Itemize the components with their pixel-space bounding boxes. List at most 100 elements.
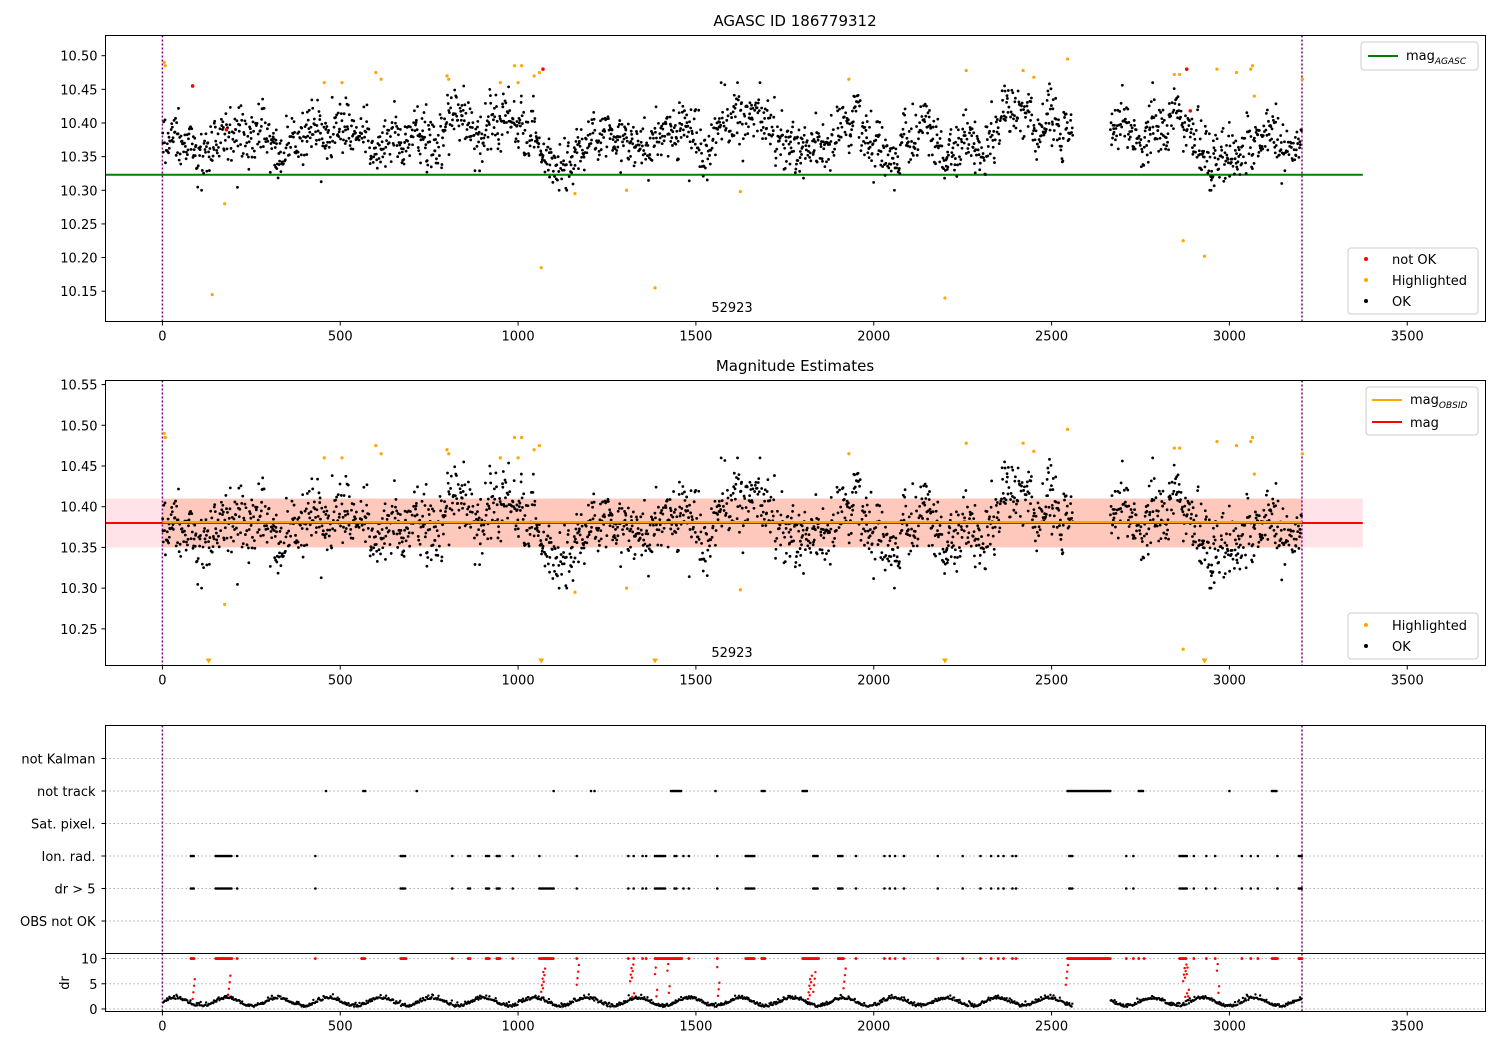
ok-point [765, 511, 769, 515]
ok-point [940, 533, 944, 536]
ok-point [231, 525, 235, 528]
highlighted-point [1300, 77, 1304, 81]
ok-point [688, 140, 692, 144]
ok-point [577, 167, 580, 170]
flag-point [1249, 854, 1253, 858]
ok-point [865, 136, 869, 140]
ok-point [575, 151, 579, 155]
ok-point [945, 167, 949, 171]
legend-label-sub: AGASC [1434, 57, 1467, 67]
ok-point [1294, 154, 1298, 157]
ok-point [1221, 155, 1224, 159]
ok-point [678, 514, 682, 518]
ok-point [654, 130, 657, 134]
ok-point [362, 485, 366, 489]
ok-point [519, 101, 523, 104]
ok-point [1113, 123, 1116, 127]
ok-point [375, 549, 379, 553]
ok-point [161, 540, 165, 544]
ok-point [486, 135, 490, 139]
ok-point [667, 132, 671, 136]
ok-point [719, 123, 723, 127]
ok-point [663, 134, 667, 138]
flag-point [314, 887, 317, 890]
ok-point [629, 129, 633, 133]
ok-point [671, 130, 675, 133]
ok-point [377, 143, 381, 147]
ok-point [487, 507, 491, 510]
ok-point [830, 133, 834, 137]
ok-point [874, 526, 878, 529]
ok-point [807, 539, 810, 543]
ok-point [841, 105, 845, 109]
ok-point [669, 509, 673, 512]
ok-point [1244, 566, 1248, 570]
ok-point [489, 101, 493, 105]
ok-point [1286, 528, 1290, 532]
ok-point [515, 503, 519, 507]
ok-point [946, 540, 950, 544]
ok-point [176, 541, 179, 544]
ok-point [748, 101, 752, 105]
ok-point [919, 514, 923, 518]
ok-point [618, 502, 622, 506]
legend-label-sub: OBSID [1439, 401, 1468, 411]
ok-point [931, 137, 935, 141]
ok-point [1190, 500, 1194, 504]
highlighted-point [624, 188, 629, 192]
ok-point [759, 514, 763, 517]
dr-point [337, 997, 341, 1001]
dr-point [217, 996, 220, 999]
ok-point [1275, 155, 1279, 159]
ok-point [352, 119, 356, 123]
ok-point [1289, 145, 1293, 149]
ok-point [183, 144, 187, 148]
ok-point [1216, 548, 1220, 552]
ok-point [1269, 509, 1273, 513]
ok-point [375, 158, 379, 162]
ok-point [1193, 144, 1196, 147]
ok-point [835, 485, 839, 489]
ok-point [437, 544, 441, 548]
ok-point [1270, 524, 1273, 528]
ok-point [562, 551, 566, 554]
ok-point [499, 539, 503, 543]
ok-point [939, 515, 943, 519]
flag-point [1204, 854, 1208, 858]
ok-point [758, 81, 762, 85]
ok-point [843, 516, 847, 520]
ok-point [1058, 137, 1061, 140]
ok-point [1009, 498, 1012, 501]
ok-point [240, 545, 244, 549]
ok-point [438, 495, 442, 498]
ok-point [683, 490, 686, 494]
ok-point [921, 517, 925, 520]
ok-point [324, 532, 328, 536]
ok-point [893, 586, 896, 590]
ok-point [682, 133, 686, 137]
ok-point [214, 139, 218, 143]
ok-point [822, 147, 826, 151]
ok-point [1274, 120, 1278, 124]
ok-point [360, 523, 364, 527]
ok-point [1023, 485, 1026, 489]
dr-point [240, 1000, 244, 1003]
ok-point [803, 510, 807, 514]
ok-point [665, 115, 669, 119]
ok-point [293, 130, 296, 134]
ok-point [1062, 492, 1066, 496]
ok-point [1191, 152, 1195, 156]
ok-point [450, 508, 454, 512]
ok-point [1241, 533, 1245, 536]
ok-point [1249, 135, 1253, 138]
ok-point [957, 136, 961, 140]
ok-point [558, 531, 562, 534]
ok-point [615, 538, 619, 542]
ok-point [473, 147, 476, 151]
ok-point [1261, 147, 1265, 151]
ok-point [1169, 496, 1173, 500]
ok-point [804, 532, 808, 536]
flag-point [888, 854, 892, 858]
ok-point [278, 551, 281, 555]
